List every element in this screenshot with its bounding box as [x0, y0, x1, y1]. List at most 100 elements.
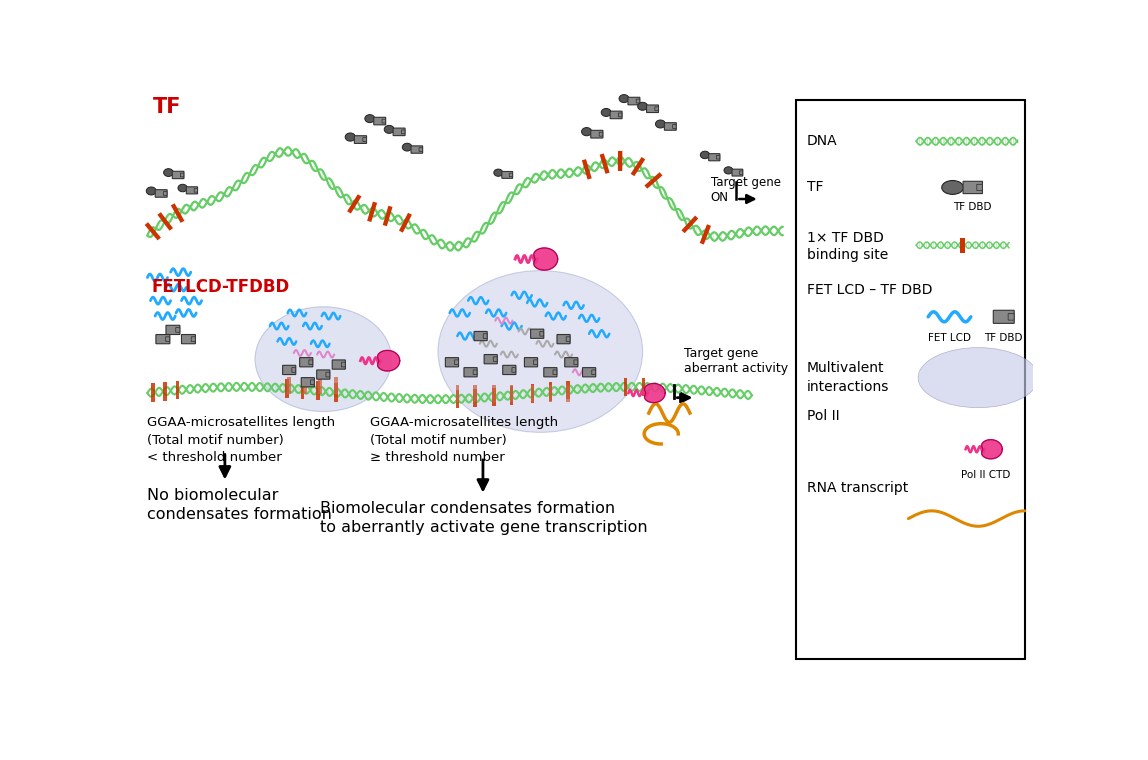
Bar — [961, 238, 965, 253]
FancyBboxPatch shape — [654, 107, 658, 111]
FancyBboxPatch shape — [673, 125, 676, 128]
FancyBboxPatch shape — [355, 136, 366, 144]
FancyBboxPatch shape — [502, 172, 513, 179]
Bar — [473, 385, 478, 401]
FancyBboxPatch shape — [419, 147, 422, 151]
FancyBboxPatch shape — [455, 360, 458, 365]
FancyBboxPatch shape — [156, 334, 170, 344]
FancyBboxPatch shape — [599, 132, 603, 136]
Bar — [163, 382, 168, 401]
Bar — [367, 201, 378, 222]
FancyBboxPatch shape — [646, 105, 659, 112]
Bar — [334, 377, 338, 394]
Ellipse shape — [402, 143, 412, 151]
Bar — [700, 224, 711, 245]
Bar — [642, 378, 645, 396]
FancyBboxPatch shape — [300, 358, 313, 367]
Bar — [566, 381, 571, 399]
FancyBboxPatch shape — [301, 378, 315, 387]
Bar — [382, 206, 393, 226]
Ellipse shape — [439, 271, 643, 432]
FancyBboxPatch shape — [445, 358, 458, 367]
FancyBboxPatch shape — [494, 356, 497, 362]
FancyBboxPatch shape — [411, 146, 422, 154]
Bar — [623, 378, 628, 396]
Ellipse shape — [346, 133, 356, 141]
Text: DNA: DNA — [807, 135, 838, 148]
FancyBboxPatch shape — [474, 331, 487, 340]
Ellipse shape — [918, 347, 1038, 407]
FancyBboxPatch shape — [464, 368, 478, 377]
Ellipse shape — [700, 151, 709, 159]
Bar — [157, 212, 173, 231]
Text: Target gene
ON: Target gene ON — [711, 176, 781, 204]
Text: binding site: binding site — [807, 249, 889, 262]
Bar — [492, 388, 496, 406]
Polygon shape — [644, 384, 665, 403]
FancyBboxPatch shape — [186, 187, 197, 194]
FancyBboxPatch shape — [993, 310, 1014, 323]
FancyBboxPatch shape — [155, 190, 168, 198]
Text: Pol II CTD: Pol II CTD — [961, 470, 1010, 480]
Text: TF DBD: TF DBD — [985, 333, 1023, 343]
FancyBboxPatch shape — [363, 138, 366, 141]
Ellipse shape — [255, 307, 391, 411]
FancyBboxPatch shape — [534, 360, 537, 365]
Polygon shape — [534, 248, 558, 270]
Bar — [473, 389, 478, 407]
FancyBboxPatch shape — [628, 97, 639, 105]
FancyBboxPatch shape — [610, 111, 622, 119]
Text: GGAA-microsatellites length
(Total motif number)
≥ threshold number: GGAA-microsatellites length (Total motif… — [370, 416, 558, 464]
Ellipse shape — [494, 169, 503, 176]
Bar — [630, 157, 645, 176]
Bar — [644, 173, 662, 188]
Text: TF DBD: TF DBD — [954, 201, 992, 212]
Bar — [303, 377, 307, 394]
Text: Biomolecular condensates formation
to aberrantly activate gene transcription: Biomolecular condensates formation to ab… — [320, 501, 647, 535]
FancyBboxPatch shape — [540, 331, 544, 336]
Bar — [150, 383, 155, 402]
FancyBboxPatch shape — [163, 192, 166, 195]
Text: GGAA-microsatellites length
(Total motif number)
< threshold number: GGAA-microsatellites length (Total motif… — [147, 416, 335, 464]
FancyBboxPatch shape — [544, 368, 557, 377]
FancyBboxPatch shape — [473, 370, 476, 375]
Bar — [400, 213, 412, 233]
FancyBboxPatch shape — [708, 154, 720, 161]
Bar — [318, 377, 323, 394]
Bar — [599, 154, 610, 174]
FancyBboxPatch shape — [525, 358, 537, 367]
FancyBboxPatch shape — [574, 360, 577, 365]
Ellipse shape — [724, 166, 732, 174]
FancyBboxPatch shape — [732, 169, 743, 176]
FancyBboxPatch shape — [636, 99, 639, 103]
Bar — [285, 379, 289, 397]
FancyBboxPatch shape — [181, 334, 195, 344]
FancyBboxPatch shape — [176, 328, 180, 332]
FancyBboxPatch shape — [565, 358, 577, 367]
Text: FET LCD – TF DBD: FET LCD – TF DBD — [807, 283, 932, 297]
FancyBboxPatch shape — [512, 368, 515, 372]
Bar — [796, 100, 1025, 660]
FancyBboxPatch shape — [665, 122, 676, 130]
FancyBboxPatch shape — [566, 337, 571, 341]
Bar — [334, 383, 338, 402]
FancyBboxPatch shape — [619, 113, 622, 117]
Polygon shape — [378, 350, 400, 371]
Bar — [287, 377, 292, 394]
Bar — [316, 382, 320, 400]
FancyBboxPatch shape — [510, 173, 512, 176]
Bar — [530, 385, 535, 401]
FancyBboxPatch shape — [309, 360, 312, 365]
FancyBboxPatch shape — [165, 337, 170, 341]
FancyBboxPatch shape — [483, 334, 487, 338]
Text: interactions: interactions — [807, 380, 890, 394]
FancyBboxPatch shape — [557, 334, 571, 344]
Bar — [171, 204, 185, 223]
Text: Multivalent: Multivalent — [807, 362, 884, 375]
Bar — [530, 384, 535, 403]
FancyBboxPatch shape — [977, 185, 983, 191]
Bar — [582, 159, 591, 179]
FancyBboxPatch shape — [393, 128, 405, 135]
Bar — [176, 381, 179, 400]
FancyBboxPatch shape — [166, 325, 180, 334]
